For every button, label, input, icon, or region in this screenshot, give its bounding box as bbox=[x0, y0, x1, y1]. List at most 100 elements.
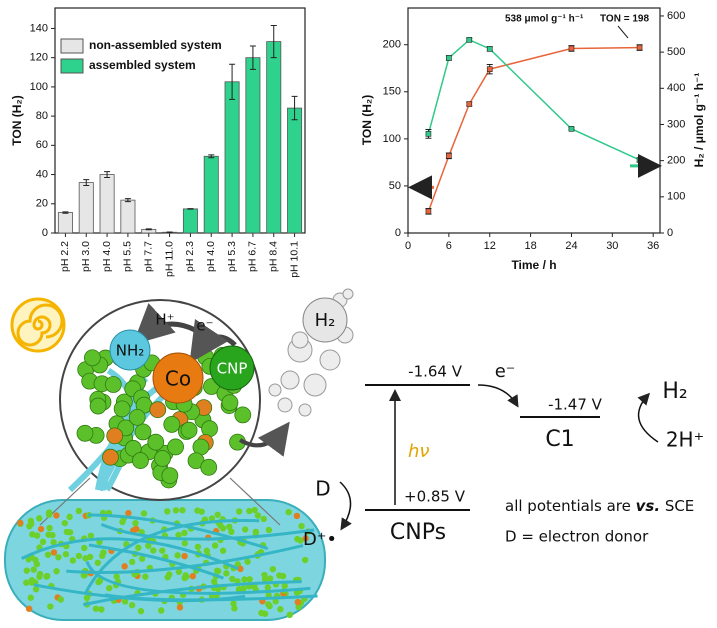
particle bbox=[99, 552, 106, 560]
particle bbox=[269, 565, 277, 573]
x-tick-label: pH 5.3 bbox=[226, 241, 238, 272]
annotation: 538 μmol g⁻¹ h⁻¹ bbox=[505, 14, 584, 25]
y-tick-label: 40 bbox=[36, 168, 48, 180]
particle bbox=[194, 543, 202, 550]
particle bbox=[83, 594, 91, 602]
marker bbox=[425, 131, 432, 137]
x-tick-label: pH 7.7 bbox=[143, 241, 155, 272]
particle bbox=[47, 603, 54, 610]
error-bar bbox=[145, 228, 152, 231]
note: all potentials are vs. SCE bbox=[505, 497, 694, 515]
particle bbox=[200, 458, 218, 476]
particle bbox=[137, 607, 145, 615]
plot-frame bbox=[407, 7, 661, 234]
marker bbox=[636, 44, 643, 51]
note-part: all potentials are bbox=[505, 497, 636, 515]
y-tick-label: 100 bbox=[383, 133, 401, 145]
error-bar bbox=[104, 171, 111, 178]
particle bbox=[104, 376, 122, 393]
marker bbox=[446, 153, 452, 159]
particle bbox=[53, 512, 60, 519]
marker bbox=[486, 66, 493, 72]
marker bbox=[466, 37, 473, 43]
particle bbox=[179, 507, 186, 514]
particle bbox=[66, 513, 73, 521]
particle bbox=[145, 542, 152, 549]
particle bbox=[174, 552, 181, 559]
particle bbox=[140, 510, 148, 517]
particle bbox=[32, 585, 40, 593]
particle bbox=[244, 558, 251, 565]
y-axis-label: TON (H₂) bbox=[360, 95, 374, 145]
particle bbox=[80, 572, 87, 579]
particle bbox=[53, 568, 60, 575]
particle bbox=[133, 525, 140, 533]
particle bbox=[46, 524, 53, 532]
particle bbox=[44, 551, 52, 558]
y2-tick-label: 500 bbox=[667, 46, 685, 58]
particle bbox=[181, 552, 188, 560]
line bbox=[427, 38, 640, 161]
particle bbox=[260, 515, 267, 523]
particle bbox=[98, 606, 105, 613]
particle bbox=[219, 547, 227, 554]
fiber bbox=[66, 544, 304, 575]
line bbox=[427, 46, 640, 212]
particle bbox=[135, 544, 142, 551]
x-tick-label: pH 3.0 bbox=[80, 241, 92, 272]
x-tick-label: 6 bbox=[446, 240, 452, 252]
x-tick-label: pH 4.0 bbox=[101, 241, 113, 272]
legend-label: non-assembled system bbox=[89, 38, 222, 52]
particle bbox=[62, 551, 70, 558]
particle bbox=[175, 531, 182, 539]
x-tick-label: pH 2.3 bbox=[184, 241, 196, 272]
particle bbox=[217, 522, 224, 529]
particle bbox=[149, 401, 167, 419]
illustration: H⁺ e⁻ NH₂ Co CNP H₂ bbox=[4, 288, 354, 621]
particle bbox=[150, 547, 157, 554]
particle bbox=[158, 607, 165, 614]
x-tick-label: 12 bbox=[484, 240, 496, 252]
donor-note: D = electron donor bbox=[505, 528, 649, 546]
particle bbox=[164, 508, 171, 515]
x-tick-label: pH 8.4 bbox=[268, 241, 280, 272]
particle bbox=[298, 522, 305, 530]
particle bbox=[180, 421, 198, 439]
x-tick-label: pH 11.0 bbox=[163, 241, 175, 277]
legend-swatch bbox=[60, 58, 84, 74]
note-part: vs. bbox=[636, 497, 660, 515]
energy-diagram: -1.64 V e⁻ -1.47 V C1 H₂ 2H⁺ hν D D⁺• +0… bbox=[303, 361, 704, 550]
particle bbox=[106, 584, 113, 592]
particle bbox=[237, 565, 244, 573]
particle bbox=[102, 448, 119, 466]
particle bbox=[221, 394, 239, 412]
bar bbox=[245, 57, 261, 234]
particle bbox=[235, 508, 243, 515]
error-bar bbox=[291, 95, 298, 121]
bubble bbox=[291, 331, 309, 349]
particle bbox=[63, 528, 71, 536]
particle bbox=[94, 559, 102, 566]
particle bbox=[261, 571, 268, 579]
particle bbox=[75, 552, 83, 560]
y-tick-label: 60 bbox=[36, 139, 48, 151]
particle bbox=[277, 606, 284, 613]
particle bbox=[45, 531, 52, 538]
cnps-label: CNPs bbox=[390, 520, 446, 545]
bubble bbox=[277, 397, 293, 413]
y-tick-label: 150 bbox=[383, 86, 401, 98]
proton-label: H⁺ bbox=[155, 311, 174, 329]
particle bbox=[128, 601, 136, 609]
x-tick-label: pH 10.1 bbox=[288, 241, 300, 278]
particle bbox=[246, 507, 253, 515]
bar bbox=[266, 41, 282, 234]
error-bar bbox=[208, 154, 215, 159]
particle bbox=[37, 525, 45, 533]
particle bbox=[302, 535, 309, 542]
bubble bbox=[319, 349, 341, 371]
particle bbox=[251, 506, 258, 514]
electron-label: e⁻ bbox=[196, 317, 213, 335]
particle bbox=[285, 508, 292, 516]
y-tick-label: 0 bbox=[395, 227, 401, 239]
particle bbox=[265, 526, 273, 534]
